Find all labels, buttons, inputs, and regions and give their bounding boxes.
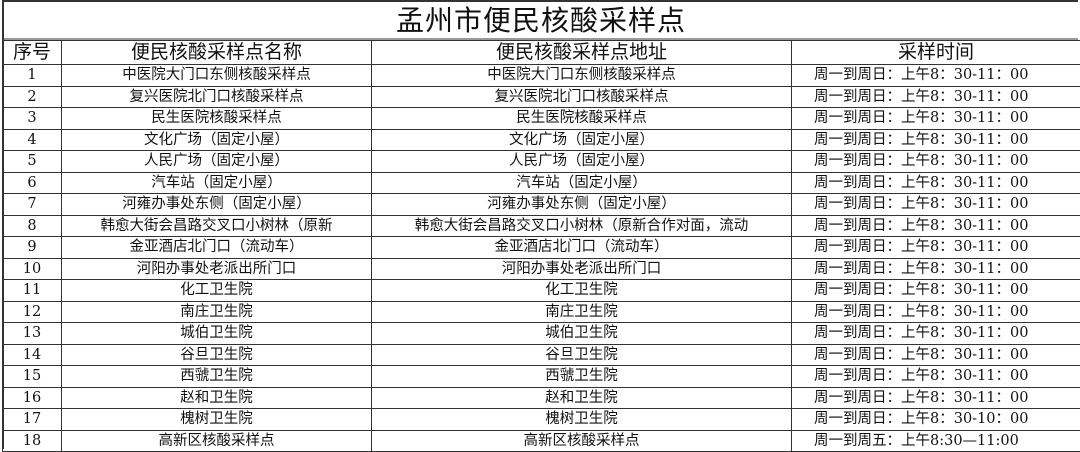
cell-number[interactable]: 2	[3, 86, 62, 108]
cell-site-address[interactable]: 金亚酒店北门口（流动车）	[372, 237, 792, 259]
cell-sampling-time[interactable]: 周一到周日：上午8：30-11：00	[792, 344, 1080, 366]
cell-site-name[interactable]: 城伯卫生院	[62, 323, 372, 345]
cell-site-address[interactable]: 高新区核酸采样点	[372, 430, 792, 452]
cell-number[interactable]: 7	[3, 194, 62, 216]
header-row: 序号 便民核酸采样点名称 便民核酸采样点地址 采样时间	[3, 41, 1080, 65]
cell-site-name[interactable]: 高新区核酸采样点	[62, 430, 372, 452]
cell-site-name[interactable]: 汽车站（固定小屋）	[62, 172, 372, 194]
cell-site-name[interactable]: 谷旦卫生院	[62, 344, 372, 366]
cell-number[interactable]: 12	[3, 301, 62, 323]
cell-site-address[interactable]: 复兴医院北门口核酸采样点	[372, 86, 792, 108]
cell-site-address[interactable]: 西虢卫生院	[372, 366, 792, 388]
cell-sampling-time[interactable]: 周一到周日：上午8：30-11：00	[792, 258, 1080, 280]
cell-site-address[interactable]: 韩愈大街会昌路交叉口小树林（原新合作对面，流动	[372, 215, 792, 237]
cell-sampling-time[interactable]: 周一到周日：上午8：30-11：00	[792, 172, 1080, 194]
cell-sampling-time[interactable]: 周一到周日：上午8：30-11：00	[792, 301, 1080, 323]
cell-number[interactable]: 16	[3, 387, 62, 409]
header-site-name: 便民核酸采样点名称	[62, 41, 372, 65]
cell-site-name[interactable]: 中医院大门口东侧核酸采样点	[62, 65, 372, 87]
cell-sampling-time[interactable]: 周一到周日：上午8：30-11：00	[792, 215, 1080, 237]
cell-sampling-time[interactable]: 周一到周日：上午8：30-11：00	[792, 108, 1080, 130]
cell-site-address[interactable]: 南庄卫生院	[372, 301, 792, 323]
cell-site-name[interactable]: 河雍办事处东侧（固定小屋）	[62, 194, 372, 216]
sheet-title: 孟州市便民核酸采样点	[4, 2, 1078, 40]
header-site-address: 便民核酸采样点地址	[372, 41, 792, 65]
cell-site-name[interactable]: 人民广场（固定小屋）	[62, 151, 372, 173]
cell-sampling-time[interactable]: 周一到周日：上午8：30-11：00	[792, 323, 1080, 345]
cell-site-name[interactable]: 南庄卫生院	[62, 301, 372, 323]
cell-number[interactable]: 3	[3, 108, 62, 130]
cell-sampling-time[interactable]: 周一到周日：上午8：30-11：00	[792, 151, 1080, 173]
cell-site-name[interactable]: 民生医院核酸采样点	[62, 108, 372, 130]
cell-site-address[interactable]: 槐树卫生院	[372, 409, 792, 431]
cell-sampling-time[interactable]: 周一到周日：上午8：30-11：00	[792, 387, 1080, 409]
cell-site-address[interactable]: 城伯卫生院	[372, 323, 792, 345]
header-number: 序号	[3, 41, 62, 65]
cell-site-name[interactable]: 西虢卫生院	[62, 366, 372, 388]
cell-sampling-time[interactable]: 周一到周日：上午8：30-11：00	[792, 280, 1080, 302]
cell-number[interactable]: 4	[3, 129, 62, 151]
cell-site-address[interactable]: 文化广场（固定小屋）	[372, 129, 792, 151]
cell-number[interactable]: 10	[3, 258, 62, 280]
cell-number[interactable]: 17	[3, 409, 62, 431]
cell-number[interactable]: 13	[3, 323, 62, 345]
cell-site-address[interactable]: 人民广场（固定小屋）	[372, 151, 792, 173]
cell-site-name[interactable]: 韩愈大街会昌路交叉口小树林（原新	[62, 215, 372, 237]
cell-site-address[interactable]: 河雍办事处东侧（固定小屋）	[372, 194, 792, 216]
cell-site-address[interactable]: 河阳办事处老派出所门口	[372, 258, 792, 280]
cell-number[interactable]: 14	[3, 344, 62, 366]
cell-number[interactable]: 11	[3, 280, 62, 302]
cell-site-name[interactable]: 赵和卫生院	[62, 387, 372, 409]
cell-site-address[interactable]: 中医院大门口东侧核酸采样点	[372, 65, 792, 87]
header-sampling-time: 采样时间	[792, 41, 1080, 65]
cell-site-address[interactable]: 化工卫生院	[372, 280, 792, 302]
cell-site-name[interactable]: 槐树卫生院	[62, 409, 372, 431]
cell-sampling-time[interactable]: 周一到周日：上午8：30-11：00	[792, 86, 1080, 108]
cell-sampling-time[interactable]: 周一到周日：上午8：30-11：00	[792, 366, 1080, 388]
cell-sampling-time[interactable]: 周一到周日：上午8：30-11：00	[792, 65, 1080, 87]
cell-number[interactable]: 9	[3, 237, 62, 259]
cell-site-address[interactable]: 汽车站（固定小屋）	[372, 172, 792, 194]
cell-number[interactable]: 8	[3, 215, 62, 237]
cell-number[interactable]: 15	[3, 366, 62, 388]
cell-sampling-time[interactable]: 周一到周日：上午8：30-11：00	[792, 129, 1080, 151]
cell-site-name[interactable]: 化工卫生院	[62, 280, 372, 302]
cell-sampling-time[interactable]: 周一到周五：上午8:30—11:00	[792, 430, 1080, 452]
cell-site-name[interactable]: 河阳办事处老派出所门口	[62, 258, 372, 280]
cell-sampling-time[interactable]: 周一到周日：上午8：30-11：00	[792, 194, 1080, 216]
cell-number[interactable]: 6	[3, 172, 62, 194]
cell-sampling-time[interactable]: 周一到周日：上午8：30-10：00	[792, 409, 1080, 431]
cell-sampling-time[interactable]: 周一到周日：上午8：30-11：00	[792, 237, 1080, 259]
cell-site-address[interactable]: 赵和卫生院	[372, 387, 792, 409]
cell-site-name[interactable]: 复兴医院北门口核酸采样点	[62, 86, 372, 108]
cell-number[interactable]: 5	[3, 151, 62, 173]
cell-number[interactable]: 1	[3, 65, 62, 87]
cell-site-address[interactable]: 谷旦卫生院	[372, 344, 792, 366]
cell-site-name[interactable]: 文化广场（固定小屋）	[62, 129, 372, 151]
cell-number[interactable]: 18	[3, 430, 62, 452]
cell-site-address[interactable]: 民生医院核酸采样点	[372, 108, 792, 130]
cell-site-name[interactable]: 金亚酒店北门口（流动车）	[62, 237, 372, 259]
